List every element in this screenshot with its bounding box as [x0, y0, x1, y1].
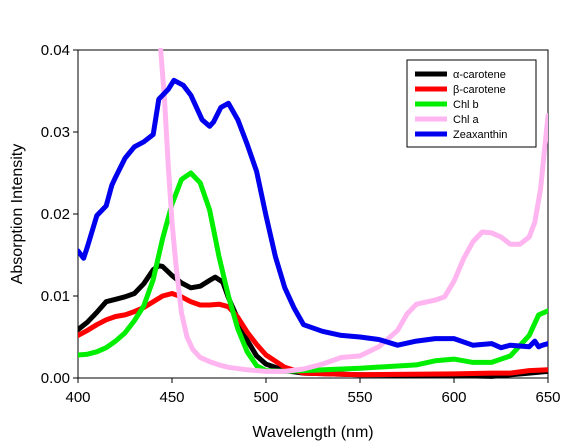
y-tick-label: 0.00 — [41, 370, 70, 387]
x-tick-label: 550 — [347, 389, 372, 406]
legend: α-carotene β-carotene Chl b Chl a Zeaxanthin — [406, 59, 537, 148]
x-tick-label: 450 — [159, 389, 184, 406]
legend-label: Chl a — [453, 114, 480, 126]
y-tick-label: 0.01 — [41, 288, 70, 305]
y-tick-label: 0.03 — [41, 124, 70, 141]
legend-label: β-carotene — [453, 84, 506, 96]
x-tick-label: 600 — [441, 389, 466, 406]
x-axis-title: Wavelength (nm) — [252, 424, 373, 441]
series-line-4 — [78, 77, 548, 351]
legend-label: Chl b — [453, 99, 479, 111]
series-line-2 — [78, 170, 548, 374]
x-tick-label: 650 — [535, 389, 560, 406]
x-tick-label: 400 — [65, 389, 90, 406]
y-tick-label: 0.02 — [41, 206, 70, 223]
x-axis: 400 450 500 550 600 650 — [65, 378, 561, 406]
y-axis-title: Absorption Intensity — [9, 144, 26, 285]
y-tick-label: 0.04 — [41, 42, 70, 59]
series-line-1 — [78, 291, 548, 378]
y-axis: 0.00 0.01 0.02 0.03 0.04 — [41, 42, 78, 387]
legend-label: α-carotene — [453, 69, 506, 81]
x-tick-label: 500 — [253, 389, 278, 406]
series-layer — [78, 48, 548, 379]
legend-label: Zeaxanthin — [453, 129, 507, 141]
series-line-3 — [158, 48, 548, 374]
